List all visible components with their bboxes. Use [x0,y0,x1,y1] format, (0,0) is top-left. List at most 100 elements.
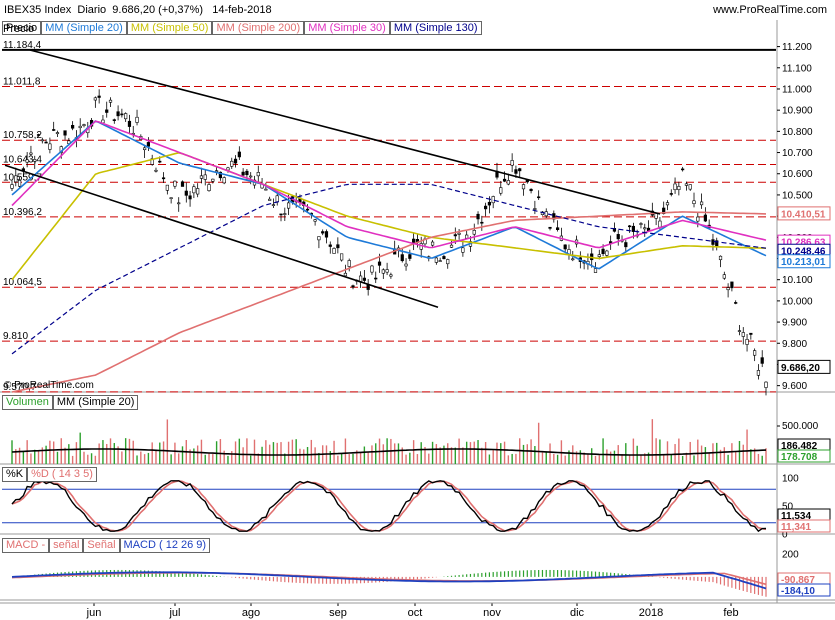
price-legend: Precio MM (Simple 20) MM (Simple 50) MM (Si… [2,21,482,35]
candle-body [745,339,749,345]
candle-body [305,208,310,211]
candle-body [169,197,173,199]
stoch-k-line [11,479,767,533]
candle-body [196,188,200,195]
ma-line-mm-simple-130- [11,183,767,355]
candle-body [351,285,355,288]
candle-body [703,214,707,222]
candle-body [184,190,188,196]
stoch-legend-item[interactable]: %D ( 14 3 5) [27,467,97,482]
ma-value-tag [777,206,831,221]
candle-body [499,187,503,194]
macd-legend: MACD - señal Señal MACD ( 12 26 9) [2,538,211,553]
level-label: 9.810 [3,331,28,342]
price-tick-label: 10.800 [782,127,813,138]
macd-legend-item[interactable]: señal [49,538,84,553]
candle-body [711,239,715,245]
price-tick-label: 10.500 [782,190,813,201]
candle-body [336,244,340,249]
candle-body [726,287,730,291]
candle-body [124,113,128,120]
candle-body [14,175,18,183]
ma-line-mm-simple-200- [11,211,767,393]
price-legend-item[interactable]: Precio [2,21,42,35]
candle-body [434,257,438,263]
candle-body [627,225,632,228]
price-legend-item[interactable]: MM (Simple 200) [212,21,305,35]
candle-body [718,255,723,261]
candle-body [146,142,151,147]
volume-legend-item[interactable]: Volumen [2,395,53,410]
site-url[interactable]: www.ProRealTime.com [713,4,827,16]
price-legend-item[interactable]: MM (Simple 130) [389,21,482,35]
candle-body [457,232,461,235]
x-axis-label: ago [242,607,260,619]
ma-line-mm-simple-20- [11,120,767,270]
candle-body [654,213,658,219]
candle-body [665,202,670,206]
ma-line-mm-simple-30- [11,120,767,249]
candle-body [389,274,393,277]
stoch-d-line [11,479,767,533]
candle-body [484,205,488,210]
macd-legend-item[interactable]: Señal [83,538,120,553]
candle-body [36,134,41,136]
candle-body [161,177,166,180]
macd-legend-item[interactable]: MACD - [2,538,50,553]
macd-value-tag-label: -184,10 [781,586,815,597]
x-axis-label: feb [723,607,738,619]
volume-value-tag [777,449,831,463]
symbol-name: IBEX35 Index [4,4,72,16]
ma-value-tag [777,359,831,374]
chart-date: 14-feb-2018 [212,4,272,16]
macd-legend-item[interactable]: MACD ( 12 26 9) [119,538,211,553]
ma-line-mm-simple-50- [11,151,767,281]
candle-body [631,225,635,232]
volume-value-tag-label: 186.482 [781,441,818,452]
candle-body [328,244,332,247]
candle-body [556,227,560,231]
candle-body [491,196,495,204]
candle-body [226,167,230,171]
candle-body [275,195,279,203]
x-axis-label: dic [570,607,585,619]
stoch-legend-item[interactable]: %K [2,467,28,482]
volume-value-tag-label: 178.708 [781,452,818,463]
price-legend-item[interactable]: MM (Simple 30) [304,21,390,35]
candle-body [324,231,329,238]
candle-body [52,129,56,131]
candle-body [404,263,408,267]
stoch-tick-label: 50 [782,502,794,513]
candle-body [10,184,14,189]
candle-body [165,184,169,191]
price-legend-item[interactable]: MM (Simple 50) [126,21,213,35]
candle-body [370,265,374,273]
candle-body [722,274,726,279]
candle-body [662,207,666,215]
candle-body [684,183,689,186]
volume-legend: Volumen MM (Simple 20) [2,395,139,410]
x-axis-label: jun [86,607,102,619]
ma-value-tag-label: 10.286,63 [781,238,826,249]
trendline-lower [4,164,439,308]
period-label: Diario [77,4,107,16]
macd-value-tag-label: -90,867 [781,575,815,586]
candle-body [116,111,120,117]
volume-legend-item[interactable]: MM (Simple 20) [52,395,139,410]
candle-body [271,204,276,206]
candle-body [237,151,241,158]
candle-body [688,184,692,190]
level-label: 10.643,4 [3,155,42,166]
candle-body [643,227,647,230]
macd-tick-label: 200 [782,549,799,560]
x-axis-label: oct [408,607,423,619]
candle-body [78,125,82,129]
candle-body [63,130,67,136]
ma-value-tag-label: 10.213,01 [781,257,826,268]
candle-body [192,186,196,194]
chart-header: IBEX35 Index Diario 9.686,20 (+0,37%) 14… [0,0,835,20]
price-legend-item[interactable]: MM (Simple 20) [41,21,127,35]
stoch-tick-label: 0 [782,530,788,541]
stoch-tick-label: 100 [782,474,799,485]
